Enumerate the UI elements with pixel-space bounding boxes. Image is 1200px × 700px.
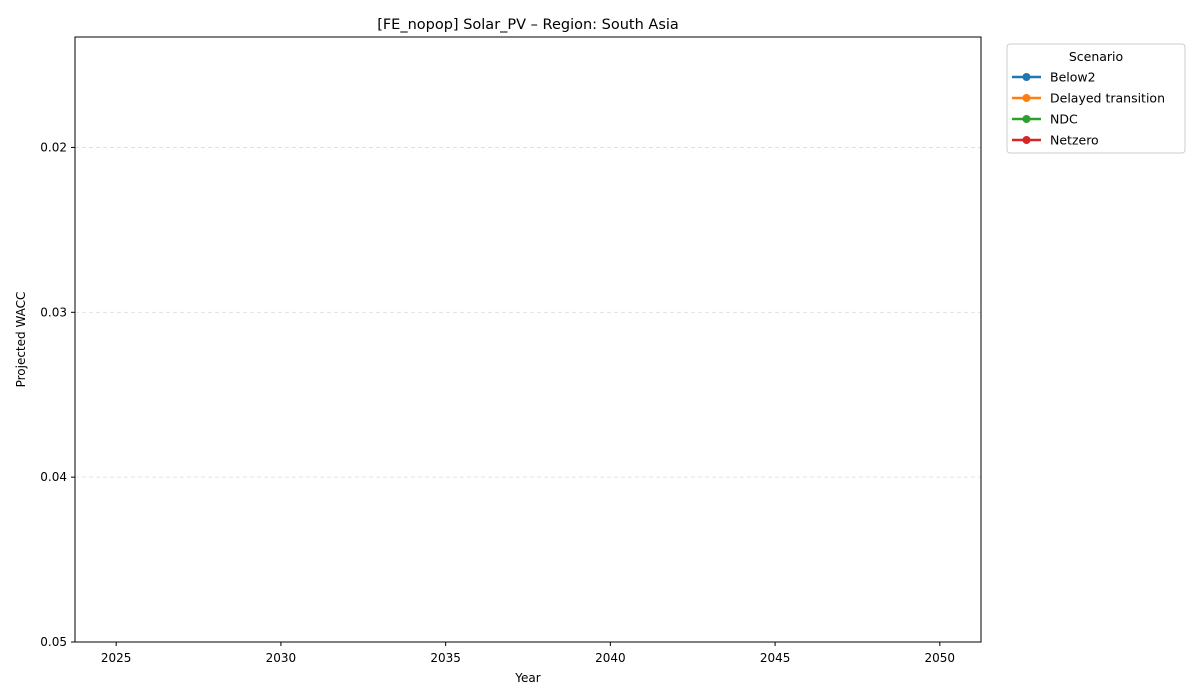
plot-frame: [74, 36, 982, 643]
legend-entry-label: Netzero: [1050, 133, 1099, 148]
x-tick-label: 2040: [595, 651, 626, 665]
legend-swatch-marker: [1022, 136, 1031, 144]
legend-title: Scenario: [1069, 49, 1123, 64]
legend-swatch-marker: [1022, 115, 1031, 123]
x-tick-label: 2050: [925, 651, 956, 665]
x-axis-ticks: 2025 2030 2035 2040 2045 2050: [101, 642, 955, 665]
legend: Scenario Below2 Delayed transition NDC Netz…: [1006, 43, 1186, 154]
legend-entry-label: Below2: [1050, 70, 1096, 85]
y-tick-label: 0.03: [40, 305, 67, 319]
x-tick-label: 2030: [266, 651, 297, 665]
y-axis-label: Projected WACC: [14, 292, 28, 388]
legend-swatch-marker: [1022, 94, 1031, 102]
legend-entry-label: Delayed transition: [1050, 91, 1165, 106]
x-tick-label: 2045: [760, 651, 791, 665]
y-tick-label: 0.02: [40, 140, 67, 154]
grid-layer: [75, 147, 981, 478]
x-tick-label: 2025: [101, 651, 132, 665]
x-axis-label: Year: [514, 671, 540, 685]
legend-items: Below2 Delayed transition NDC Netzero: [1012, 70, 1165, 148]
chart-title: [FE_nopop] Solar_PV – Region: South Asia: [377, 17, 679, 33]
y-tick-label: 0.05: [40, 635, 67, 649]
legend-box: [1006, 43, 1186, 154]
y-axis-ticks: 0.02 0.03 0.04 0.05: [40, 140, 75, 649]
legend-swatch-marker: [1022, 73, 1031, 81]
y-tick-label: 0.04: [40, 470, 67, 484]
x-tick-label: 2035: [430, 651, 461, 665]
legend-entry-label: NDC: [1050, 112, 1078, 127]
